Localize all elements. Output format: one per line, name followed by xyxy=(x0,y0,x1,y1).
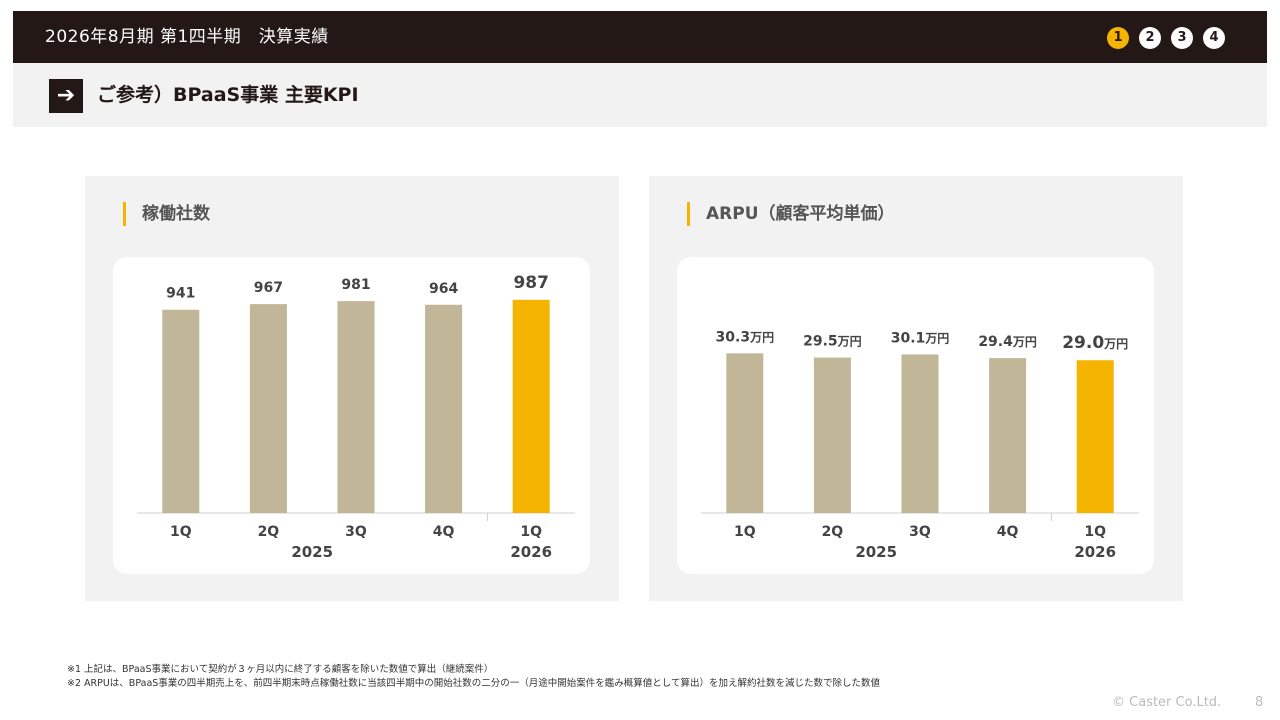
bar xyxy=(901,354,939,513)
bar xyxy=(989,358,1027,513)
arrow-right-icon: ➔ xyxy=(49,79,83,113)
data-label: 30.1万円 xyxy=(891,330,950,346)
x-tick-label: 2Q xyxy=(258,524,280,540)
bar xyxy=(813,357,851,513)
x-tick-label: 1Q xyxy=(170,524,192,540)
chart-title: ARPU（顧客平均単価） xyxy=(687,202,895,226)
arpu-chart: 30.3万円1Q29.5万円2Q30.1万円3Q29.4万円4Q29.0万円1Q… xyxy=(701,329,1139,561)
x-group-label: 2026 xyxy=(1074,543,1116,561)
x-tick-label: 1Q xyxy=(1084,524,1106,540)
x-tick-label: 2Q xyxy=(822,524,844,540)
bar xyxy=(162,309,200,513)
data-label-unit: 万円 xyxy=(749,330,774,344)
step-1[interactable]: 1 xyxy=(1107,27,1129,49)
step-2[interactable]: 2 xyxy=(1139,27,1161,49)
data-label-unit: 万円 xyxy=(1012,335,1037,349)
data-label: 941 xyxy=(166,286,195,302)
x-tick-label: 4Q xyxy=(433,524,455,540)
header-bar: 2026年8月期 第1四半期 決算実績 1 2 3 4 xyxy=(13,11,1267,63)
footnote-2: ※2 ARPUは、BPaaS事業の四半期売上を、前四半期末時点稼働社数に当該四半… xyxy=(67,678,881,689)
data-label: 967 xyxy=(254,280,283,296)
data-label-value: 29.4 xyxy=(978,334,1013,350)
active-companies-panel: 稼働社数 941 1Q 967 2Q 981 3Q 964 4Q 987 1Q 2025 2026 xyxy=(85,176,619,601)
section-header: ➔ ご参考）BPaaS事業 主要KPI xyxy=(13,63,1267,127)
data-label: 29.0万円 xyxy=(1062,333,1128,353)
x-tick-label: 1Q xyxy=(734,524,756,540)
bar xyxy=(512,299,550,513)
data-label-unit: 万円 xyxy=(924,331,949,345)
footnotes: ※1 上記は、BPaaS事業において契約が３ヶ月以内に終了する顧客を除いた数値で… xyxy=(67,663,880,691)
x-tick-label: 3Q xyxy=(909,524,931,540)
data-label-value: 30.1 xyxy=(891,330,926,346)
data-label-value: 967 xyxy=(254,280,283,296)
data-label: 29.4万円 xyxy=(978,334,1037,350)
data-label-value: 941 xyxy=(166,286,195,302)
x-group-label: 2026 xyxy=(510,543,552,561)
data-label: 987 xyxy=(513,273,549,293)
data-label: 981 xyxy=(341,277,370,293)
data-label-value: 29.0 xyxy=(1062,333,1104,353)
chart-card: 30.3万円 1Q 29.5万円 2Q 30.1万円 3Q 29.4万円 4Q 29.0万円 1Q… xyxy=(677,257,1154,574)
report-title: 2026年8月期 第1四半期 決算実績 xyxy=(45,27,329,47)
data-label: 964 xyxy=(429,281,458,297)
section-title: ご参考）BPaaS事業 主要KPI xyxy=(97,84,359,106)
bar xyxy=(249,304,287,513)
data-label-value: 981 xyxy=(341,277,370,293)
chart-title: 稼働社数 xyxy=(123,202,210,226)
x-tick-label: 3Q xyxy=(345,524,367,540)
copyright: © Caster Co.Ltd. xyxy=(1112,695,1222,710)
step-4[interactable]: 4 xyxy=(1203,27,1225,49)
x-group-label: 2025 xyxy=(855,543,897,561)
data-label-value: 964 xyxy=(429,281,458,297)
page-number: 8 xyxy=(1255,695,1264,710)
bar xyxy=(1076,360,1114,513)
data-label-value: 29.5 xyxy=(803,334,838,350)
step-3[interactable]: 3 xyxy=(1171,27,1193,49)
step-indicator: 1 2 3 4 xyxy=(1107,27,1225,49)
chart-card: 941 1Q 967 2Q 981 3Q 964 4Q 987 1Q 2025 2026 xyxy=(113,257,590,574)
data-label-value: 987 xyxy=(513,273,549,293)
footnote-1: ※1 上記は、BPaaS事業において契約が３ヶ月以内に終了する顧客を除いた数値で… xyxy=(67,664,494,675)
bar xyxy=(337,301,375,513)
data-label-unit: 万円 xyxy=(837,335,862,349)
x-tick-label: 4Q xyxy=(997,524,1019,540)
data-label-value: 30.3 xyxy=(716,329,751,345)
x-group-label: 2025 xyxy=(291,543,333,561)
data-label-unit: 万円 xyxy=(1103,337,1128,351)
bar xyxy=(425,304,463,513)
arpu-panel: ARPU（顧客平均単価） 30.3万円 1Q 29.5万円 2Q 30.1万円 3Q 29.… xyxy=(649,176,1183,601)
bar xyxy=(726,353,764,513)
data-label: 29.5万円 xyxy=(803,334,862,350)
x-tick-label: 1Q xyxy=(520,524,542,540)
data-label: 30.3万円 xyxy=(716,329,775,345)
active-companies-chart: 941 1Q 967 2Q 981 3Q 964 4Q 987 1Q 2025 2026 xyxy=(137,273,575,561)
